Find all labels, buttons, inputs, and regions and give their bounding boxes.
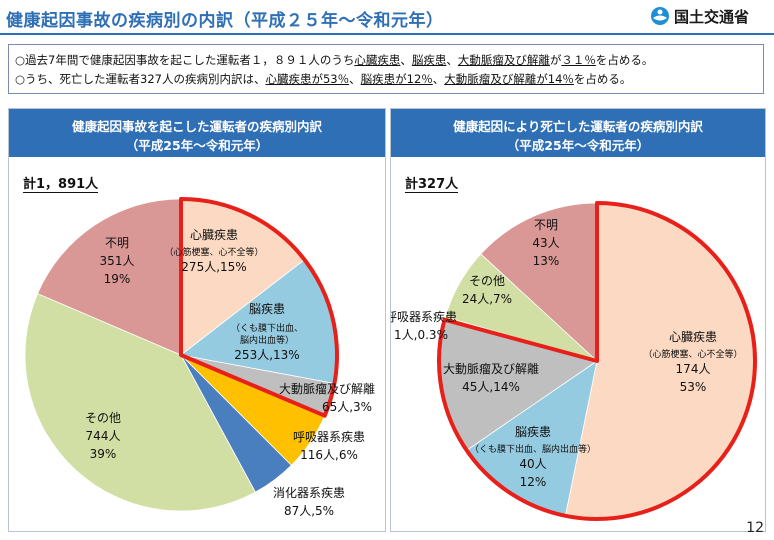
slice-label-name: その他 [469, 274, 505, 288]
slice-label-value-label: 1人,0.3% [394, 328, 448, 342]
chart-title: 健康起因事故を起こした運転者の疾病別内訳 [71, 119, 322, 134]
summary-line-2-sep: 、 [432, 72, 445, 86]
slice-label-name: 脳疾患 [249, 301, 285, 316]
slice-label-value-label: 45人,14% [462, 380, 520, 394]
slice-label-name: 不明 [534, 218, 558, 232]
slice-label-value-label: 87人,5% [284, 504, 334, 518]
summary-line-2-sep: 、 [349, 72, 361, 86]
mlit-logo: 国土交通省 [650, 4, 772, 28]
summary-line-1-aorta: 大動脈瘤及び解離 [457, 53, 550, 67]
slice-label-detail: （くも膜下出血、脳内出血等） [470, 443, 596, 455]
slice-label-name: 呼吸器系疾患 [293, 429, 365, 444]
summary-line-1-text: ○過去7年間で健康起因事故を起こした運転者１，８９１人のうち [15, 53, 355, 67]
page-title: 健康起因事故の疾病別の内訳（平成２５年～令和元年） [6, 11, 444, 31]
slice-label-value-label: 24人,7% [462, 292, 512, 306]
slice-label-detail: （心筋梗塞、心不全等） [164, 246, 263, 258]
slice-label-value-label: 253人,13% [234, 348, 299, 362]
chart-total-label: 計1，891人 [23, 177, 99, 193]
summary-line-1-sep: 、 [400, 53, 412, 67]
highlight-outline [179, 197, 339, 418]
summary-line-2-text: ○うち、死亡した運転者327人の疾病別内訳は、 [15, 72, 266, 86]
pie-chart-death: 心臓疾患 （心筋梗塞、心不全等） 174人 53% 脳疾患 （くも膜下出血、脳内出血等） 4… [391, 201, 757, 521]
pie-slice-5 [480, 202, 598, 362]
slice-label-name: 大動脈瘤及び解離 [443, 361, 539, 376]
slice-label-name: 呼吸器系疾患 [391, 309, 457, 324]
chart-total: 計327人 [405, 173, 459, 193]
slice-label-value-label: 116人,6% [300, 448, 358, 462]
slice-label-detail2: 脳内出血等） [240, 334, 294, 346]
slice-label-value-label: 351人 [100, 254, 135, 268]
slice-label-name: 不明 [105, 236, 129, 250]
chart-title: 健康起因により死亡した運転者の疾病別内訳 [453, 119, 703, 134]
slice-label-detail: （くも膜下出血、 [231, 322, 303, 334]
chart-subtitle: （平成25年～令和元年） [506, 138, 650, 153]
panel-header: 健康起因事故を起こした運転者の疾病別内訳 （平成25年～令和元年） [9, 109, 385, 157]
slice-label-name: 心臓疾患 [669, 329, 717, 344]
summary-line-2-heart: 心臓疾患が53％ [265, 72, 350, 86]
chart-total-label: 計327人 [405, 177, 459, 193]
slice-label-pct-label: 53% [680, 380, 707, 394]
slice-label-name: その他 [85, 411, 121, 425]
org-name: 国土交通省 [674, 8, 750, 26]
chart-subtitle: （平成25年～令和元年） [125, 138, 269, 153]
slice-label-value-label: 174人 [676, 362, 711, 376]
summary-line-1-text: が [549, 53, 562, 67]
title-rule [0, 33, 774, 35]
summary-line-1-heart: 心臓疾患 [354, 53, 401, 67]
panel-death-drivers: 健康起因により死亡した運転者の疾病別内訳 （平成25年～令和元年） 計327人 … [390, 108, 766, 532]
summary-line-2-text: を占める。 [573, 72, 632, 86]
mlit-logo-icon [651, 7, 669, 25]
slice-label-pct-label: 12% [520, 475, 547, 489]
slice-label-value-label: 43人 [532, 236, 559, 250]
slice-label-value-label: 40人 [519, 457, 546, 471]
panel-accident-drivers: 健康起因事故を起こした運転者の疾病別内訳 （平成25年～令和元年） 計1，891… [8, 108, 386, 532]
slice-label-pct-label: 19% [104, 272, 131, 286]
summary-line-2: ○うち、死亡した運転者327人の疾病別内訳は、心臓疾患が53％、脳疾患が12％、… [15, 71, 631, 87]
slice-label-name: 心臓疾患 [190, 227, 238, 242]
slice-label-name: 消化器系疾患 [273, 485, 345, 500]
slice-label-pct-label: 39% [90, 447, 117, 461]
slice-label-name: 脳疾患 [515, 424, 551, 439]
slice-label-pct-label: 13% [533, 254, 560, 268]
title-bar: 健康起因事故の疾病別の内訳（平成２５年～令和元年） 国土交通省 [0, 0, 774, 35]
summary-box: ○過去7年間で健康起因事故を起こした運転者１，８９１人のうち心臓疾患、脳疾患、大… [8, 44, 764, 94]
summary-line-1-text: を占める。 [595, 53, 654, 67]
summary-line-1: ○過去7年間で健康起因事故を起こした運転者１，８９１人のうち心臓疾患、脳疾患、大… [15, 52, 653, 68]
highlight-outline [436, 201, 757, 521]
slice-label-value-label: 744人 [86, 429, 121, 443]
slice-label-value-label: 275人,15% [181, 260, 246, 274]
page-number: 12 [746, 520, 764, 536]
slice-label-name: 大動脈瘤及び解離 [279, 381, 375, 396]
chart-total: 計1，891人 [23, 173, 99, 193]
slice-label-value-label: 65人,3% [322, 400, 372, 414]
summary-line-1-sep: 、 [446, 53, 458, 67]
panel-header: 健康起因により死亡した運転者の疾病別内訳 （平成25年～令和元年） [391, 109, 765, 157]
pie-slice-5 [24, 293, 256, 512]
summary-line-2-aorta: 大動脈瘤及び解離が14％ [444, 72, 574, 86]
pie-slice-6 [37, 198, 182, 356]
slice-label-detail: （心筋梗塞、心不全等） [643, 348, 742, 360]
summary-line-1-pct: ３１％ [561, 53, 596, 67]
pie-chart-accident: 心臓疾患 （心筋梗塞、心不全等） 275人,15% 脳疾患 （くも膜下出血、脳内出血等）… [24, 197, 375, 518]
summary-line-1-brain: 脳疾患 [411, 53, 447, 67]
summary-line-2-brain: 脳疾患が12％ [360, 72, 433, 86]
